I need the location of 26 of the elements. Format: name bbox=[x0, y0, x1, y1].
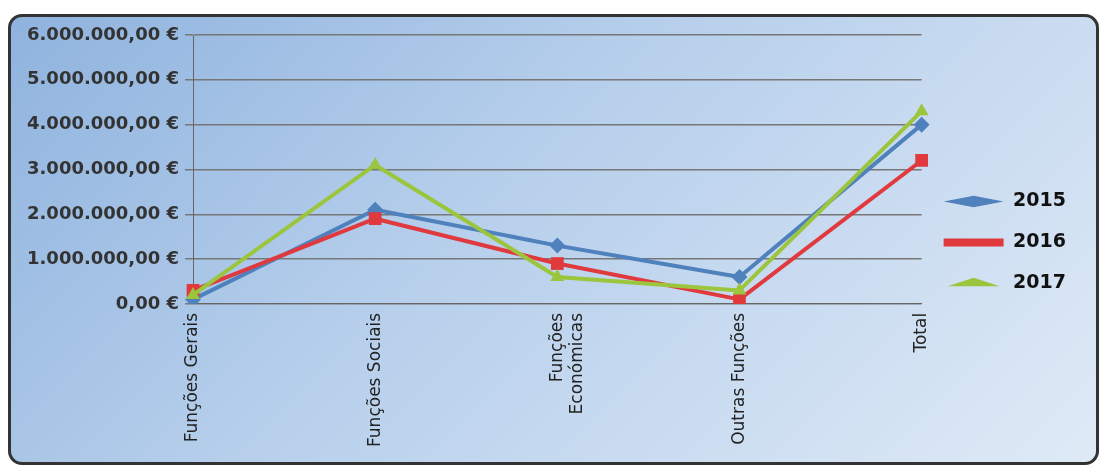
point bbox=[915, 154, 928, 167]
y-tick-label: 2.000.000,00 € bbox=[26, 201, 180, 223]
y-tick-label: 4.000.000,00 € bbox=[26, 112, 180, 134]
y-tick-label: 0,00 € bbox=[115, 291, 180, 313]
point bbox=[549, 237, 566, 254]
x-tick-label: Funções Sociais bbox=[363, 312, 384, 447]
legend-label: 2017 bbox=[1013, 270, 1067, 293]
point bbox=[550, 268, 565, 281]
point bbox=[368, 212, 382, 226]
y-tick-label: 5.000.000,00 € bbox=[26, 67, 180, 89]
point bbox=[732, 282, 747, 295]
point bbox=[731, 268, 748, 285]
point bbox=[368, 156, 383, 169]
point bbox=[914, 103, 929, 116]
point bbox=[733, 293, 746, 304]
point bbox=[913, 116, 930, 133]
y-tick-label: 1.000.000,00 € bbox=[26, 246, 180, 268]
y-tick-label: 3.000.000,00 € bbox=[26, 157, 180, 179]
legend-label: 2016 bbox=[1013, 229, 1067, 252]
y-tick-label: 6.000.000,00 € bbox=[26, 22, 180, 44]
legend-label: 2015 bbox=[1013, 188, 1067, 211]
x-tick-label: Funções Económicas bbox=[545, 312, 587, 415]
x-tick-label: Outras Funções bbox=[727, 312, 748, 445]
point bbox=[550, 257, 564, 270]
x-tick-label: Total bbox=[910, 312, 931, 354]
x-tick-label: Funções Gerais bbox=[181, 312, 202, 443]
